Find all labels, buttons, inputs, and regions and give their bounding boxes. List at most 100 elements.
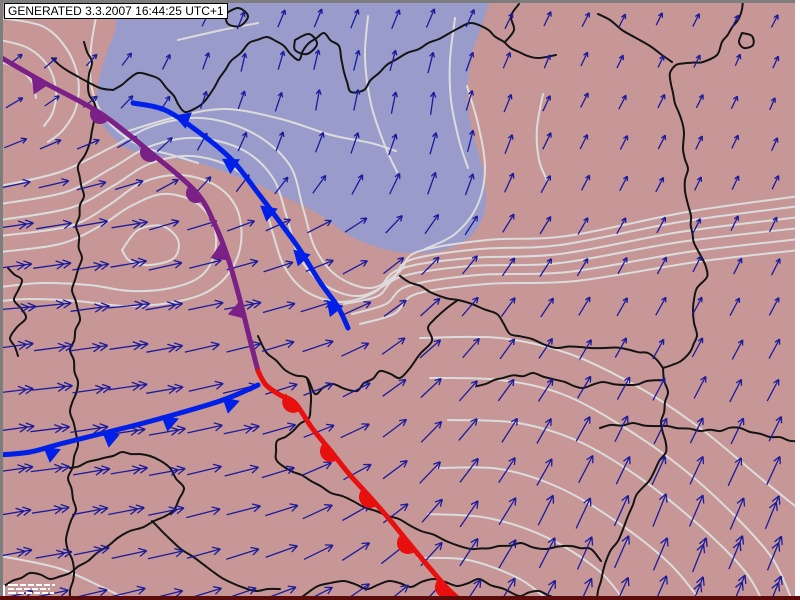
wind-arrow bbox=[766, 455, 781, 485]
wind-arrow bbox=[110, 585, 146, 598]
wind-arrow bbox=[540, 175, 552, 194]
wind-arrow bbox=[617, 576, 630, 600]
wind-arrow bbox=[202, 52, 211, 70]
wind-arrow bbox=[240, 52, 248, 72]
isoline bbox=[0, 116, 800, 290]
wind-arrow bbox=[342, 260, 368, 275]
wind-arrow bbox=[652, 493, 668, 527]
isoline bbox=[363, 15, 398, 173]
wind-arrow bbox=[730, 215, 739, 231]
wind-arrow bbox=[34, 341, 74, 353]
front-triangle-symbol bbox=[210, 243, 228, 261]
wind-arrow bbox=[35, 219, 72, 230]
wind-arrow bbox=[0, 219, 34, 230]
logo-dash bbox=[48, 588, 50, 590]
wind-arrow bbox=[274, 176, 289, 195]
wind-field bbox=[0, 8, 783, 600]
wind-arrow bbox=[226, 340, 262, 353]
wind-arrow bbox=[263, 260, 294, 273]
wind-arrow bbox=[341, 542, 371, 561]
wind-arrow bbox=[691, 337, 704, 358]
front-scallop-symbol bbox=[185, 185, 203, 204]
wind-arrow bbox=[262, 422, 297, 435]
wind-arrow bbox=[146, 342, 184, 353]
isoline bbox=[88, 11, 199, 164]
wind-arrow bbox=[302, 339, 334, 353]
wind-arrow bbox=[188, 380, 224, 392]
wind-arrow bbox=[656, 216, 667, 234]
wind-arrow bbox=[265, 218, 292, 232]
wind-arrow bbox=[382, 378, 407, 397]
front-scallop-symbol bbox=[89, 109, 109, 125]
wind-arrow bbox=[613, 494, 630, 527]
wind-arrow bbox=[580, 92, 589, 108]
wind-arrow bbox=[302, 504, 333, 520]
country-border bbox=[65, 41, 98, 600]
front-triangle-symbol bbox=[222, 158, 240, 174]
wind-arrow bbox=[29, 299, 72, 310]
wind-arrow bbox=[577, 217, 589, 235]
logo-dash bbox=[36, 584, 42, 586]
wind-arrow bbox=[657, 55, 665, 68]
wind-arrow bbox=[187, 422, 223, 434]
wind-arrow bbox=[652, 338, 665, 360]
wind-arrow bbox=[497, 378, 515, 402]
wind-arrow bbox=[199, 90, 208, 109]
wind-arrow bbox=[770, 14, 779, 28]
wind-arrow bbox=[730, 95, 739, 110]
wind-arrow bbox=[539, 258, 553, 277]
wind-arrow bbox=[772, 55, 780, 69]
wind-arrow bbox=[156, 137, 173, 153]
wind-arrow bbox=[764, 495, 781, 530]
wind-arrow bbox=[389, 172, 401, 195]
wind-arrow bbox=[420, 297, 441, 317]
wind-arrow bbox=[184, 341, 220, 353]
front-triangle-symbol bbox=[326, 299, 344, 318]
wind-arrow bbox=[498, 539, 517, 569]
wind-arrow bbox=[461, 296, 479, 317]
wind-arrow bbox=[303, 382, 334, 397]
wind-arrow bbox=[655, 296, 667, 316]
wind-arrow bbox=[350, 132, 360, 154]
wind-arrow bbox=[72, 260, 110, 272]
wind-arrow bbox=[44, 95, 60, 107]
wind-arrow bbox=[109, 340, 149, 351]
wind-arrow bbox=[0, 422, 35, 433]
wind-arrow bbox=[537, 494, 555, 526]
wind-arrow bbox=[733, 257, 743, 275]
wind-arrow bbox=[768, 297, 780, 316]
wind-arrow bbox=[458, 418, 478, 441]
wind-arrow bbox=[275, 131, 285, 152]
wind-arrow bbox=[145, 300, 183, 311]
wind-arrow bbox=[465, 51, 475, 72]
isoline bbox=[177, 22, 259, 41]
wind-arrow bbox=[504, 134, 514, 155]
wind-arrow bbox=[262, 301, 296, 314]
wind-arrow bbox=[657, 93, 666, 109]
front-scallop-symbol bbox=[282, 393, 301, 413]
wind-arrow bbox=[581, 12, 590, 27]
wind-arrow bbox=[76, 138, 100, 150]
wind-arrow bbox=[31, 503, 70, 515]
wind-arrow bbox=[466, 579, 482, 600]
wind-arrow bbox=[32, 381, 73, 392]
wind-arrow bbox=[768, 338, 781, 359]
wind-arrow bbox=[0, 178, 31, 189]
wind-arrow bbox=[381, 337, 406, 355]
wind-arrow bbox=[727, 457, 743, 487]
front-triangle-symbol bbox=[260, 205, 278, 222]
wind-arrow bbox=[274, 91, 284, 112]
wind-arrow bbox=[766, 378, 780, 402]
wind-arrow bbox=[734, 53, 742, 66]
wind-arrow bbox=[226, 546, 260, 560]
isoline bbox=[535, 93, 548, 181]
wind-arrow bbox=[265, 503, 299, 517]
wind-arrow bbox=[108, 299, 151, 310]
wind-arrow bbox=[466, 129, 476, 152]
wind-arrow bbox=[224, 464, 259, 477]
wind-arrow bbox=[72, 465, 111, 476]
wind-arrow bbox=[72, 217, 109, 228]
country-border bbox=[112, 22, 557, 114]
